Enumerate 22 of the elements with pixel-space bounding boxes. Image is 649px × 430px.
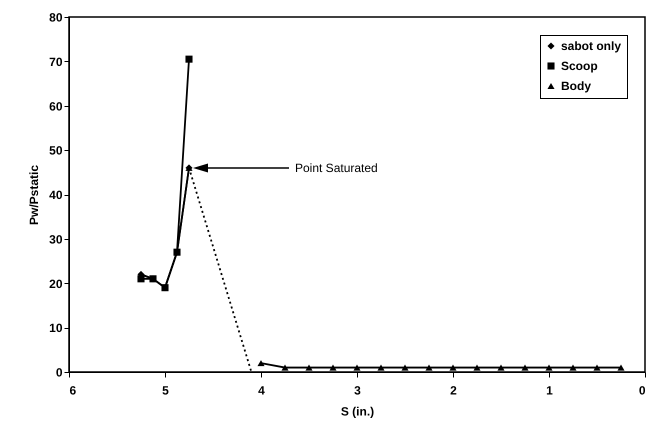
x-tick-label: 1: [546, 384, 554, 398]
x-tick-label: 0: [638, 384, 646, 398]
y-tick-label: 0: [56, 366, 63, 380]
legend-label: Body: [561, 79, 592, 93]
y-tick-label: 60: [49, 99, 63, 114]
y-tick-label: 20: [49, 276, 63, 291]
y-tick-label: 80: [49, 10, 63, 24]
y-tick-label: 50: [49, 144, 63, 158]
y-tick-label: 10: [49, 321, 63, 336]
x-tick-label: 4: [258, 384, 266, 398]
x-tick-label: 3: [354, 384, 362, 398]
legend-label: sabot only: [561, 39, 622, 53]
y-axis-title: Pw/Pstatic: [27, 164, 42, 226]
x-tick-label: 2: [450, 384, 458, 398]
y-tick-label: 40: [49, 188, 63, 202]
x-tick-label: 5: [162, 384, 170, 398]
legend-label: Scoop: [561, 59, 598, 73]
x-axis-title: S (in.): [340, 404, 374, 418]
y-tick-label: 30: [49, 232, 63, 246]
annotation: Point Saturated: [295, 161, 378, 175]
y-tick-label: 70: [49, 54, 63, 69]
x-tick-label: 6: [70, 384, 76, 398]
